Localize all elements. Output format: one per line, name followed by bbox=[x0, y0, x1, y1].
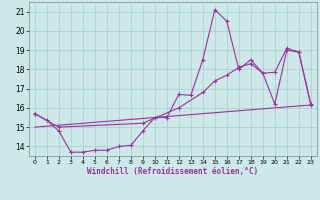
X-axis label: Windchill (Refroidissement éolien,°C): Windchill (Refroidissement éolien,°C) bbox=[87, 167, 258, 176]
